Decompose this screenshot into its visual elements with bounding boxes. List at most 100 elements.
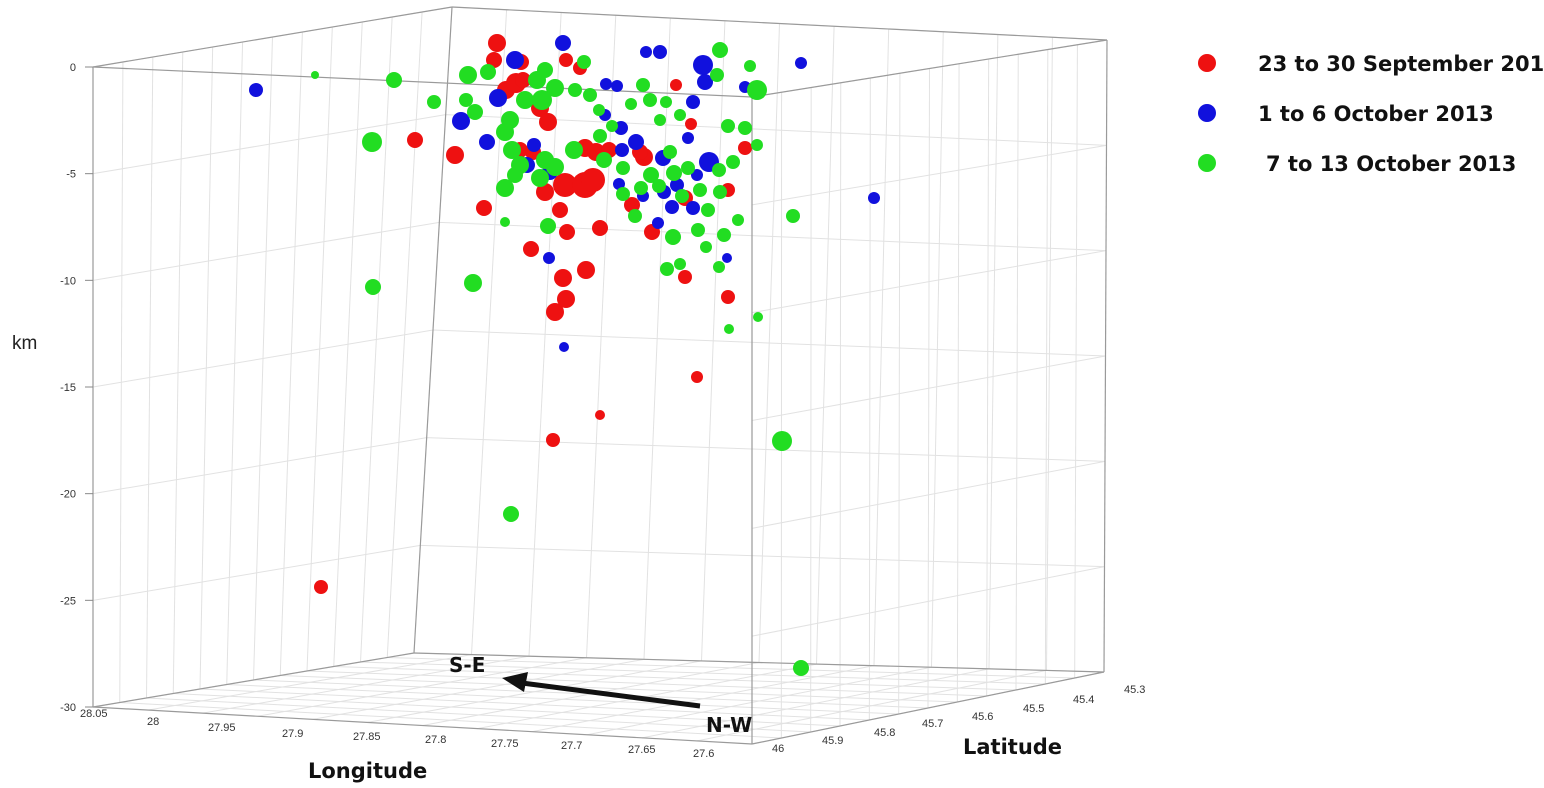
data-point-series-3 <box>738 121 752 135</box>
data-point-series-3 <box>674 109 686 121</box>
data-point-series-1 <box>539 113 557 131</box>
data-point-series-2 <box>697 74 713 90</box>
x-tick-label: 27.85 <box>353 731 381 743</box>
z-tick-label: -10 <box>60 275 76 287</box>
box-edge <box>413 6 453 654</box>
data-point-series-3 <box>691 223 705 237</box>
data-point-series-3 <box>546 79 564 97</box>
z-axis-label: km <box>12 333 37 354</box>
box-edge <box>92 652 415 708</box>
box-edge <box>451 6 1108 41</box>
data-point-series-2 <box>686 201 700 215</box>
x-tick-label: 27.7 <box>561 740 582 752</box>
grid-line <box>387 657 1075 679</box>
data-point-series-1 <box>446 146 464 164</box>
data-point-series-3 <box>726 155 740 169</box>
data-point-series-3 <box>593 129 607 143</box>
data-point-series-3 <box>500 217 510 227</box>
data-point-series-2 <box>555 35 571 51</box>
data-point-series-3 <box>616 187 630 201</box>
data-point-series-3 <box>565 141 583 159</box>
x-tick-label: 27.9 <box>282 728 303 740</box>
data-point-series-3 <box>386 72 402 88</box>
x-tick-label: 27.65 <box>628 744 656 756</box>
arrow-start-label: N-W <box>706 713 753 737</box>
data-point-series-3 <box>365 279 381 295</box>
data-point-series-3 <box>311 71 319 79</box>
data-point-series-3 <box>701 203 715 217</box>
data-point-series-3 <box>459 93 473 107</box>
y-tick-label: 46 <box>772 743 784 755</box>
data-point-series-3 <box>652 179 666 193</box>
data-point-series-3 <box>528 71 546 89</box>
data-point-series-1 <box>552 202 568 218</box>
box-edge <box>413 652 1105 673</box>
legend-marker-oct-early <box>1198 104 1216 122</box>
x-tick-label: 28 <box>147 716 159 728</box>
grid-line <box>92 652 1105 745</box>
data-point-series-1 <box>476 200 492 216</box>
data-point-series-3 <box>674 258 686 270</box>
data-point-series-3 <box>596 152 612 168</box>
data-point-series-3 <box>793 660 809 676</box>
y-tick-label: 45.5 <box>1023 703 1044 715</box>
data-point-series-3 <box>636 78 650 92</box>
data-point-series-3 <box>532 90 552 110</box>
grid-line <box>92 6 1108 98</box>
data-point-series-3 <box>660 262 674 276</box>
x-tick-label: 27.95 <box>208 722 236 734</box>
data-point-series-2 <box>722 253 732 263</box>
x-axis-label: Longitude <box>308 759 427 783</box>
data-point-series-3 <box>693 183 707 197</box>
data-point-series-2 <box>452 112 470 130</box>
data-point-series-3 <box>663 145 677 159</box>
data-point-series-2 <box>613 178 625 190</box>
data-point-series-2 <box>600 78 612 90</box>
legend-label-oct-late: 7 to 13 October 2013 <box>1266 152 1517 176</box>
data-point-series-2 <box>628 134 644 150</box>
data-point-series-3 <box>577 55 591 69</box>
data-point-series-3 <box>681 161 695 175</box>
data-point-series-2 <box>653 45 667 59</box>
data-point-series-3 <box>467 104 483 120</box>
data-point-series-3 <box>427 95 441 109</box>
data-point-series-3 <box>675 189 689 203</box>
data-point-series-1 <box>670 79 682 91</box>
data-point-series-3 <box>717 228 731 242</box>
y-tick-label: 45.7 <box>922 718 943 730</box>
x-tick-label: 27.6 <box>693 748 714 760</box>
direction-arrow <box>502 672 701 709</box>
data-point-series-3 <box>496 179 514 197</box>
arrow-shaft <box>521 680 701 709</box>
data-point-series-2 <box>489 89 507 107</box>
data-point-series-1 <box>559 53 573 67</box>
data-point-series-3 <box>713 261 725 273</box>
data-point-series-3 <box>753 312 763 322</box>
grid-line <box>92 329 1106 421</box>
data-point-series-1 <box>515 72 531 88</box>
data-point-series-1 <box>595 410 605 420</box>
data-point-series-1 <box>557 290 575 308</box>
box-edge <box>751 39 1108 98</box>
z-tick-label: -5 <box>66 169 76 181</box>
data-point-series-3 <box>643 167 659 183</box>
data-point-series-3 <box>724 324 734 334</box>
data-point-series-2 <box>665 200 679 214</box>
data-point-series-3 <box>568 83 582 97</box>
grid-line <box>92 114 1107 206</box>
data-point-series-1 <box>721 290 735 304</box>
data-point-series-1 <box>407 132 423 148</box>
data-point-series-3 <box>496 123 514 141</box>
legend-marker-oct-late <box>1198 154 1216 172</box>
data-point-series-1 <box>624 197 640 213</box>
grid-line <box>92 221 1107 314</box>
data-point-series-3 <box>660 96 672 108</box>
data-point-series-3 <box>665 229 681 245</box>
data-point-series-3 <box>625 98 637 110</box>
data-point-series-3 <box>744 60 756 72</box>
x-tick-label: 27.8 <box>425 734 446 746</box>
y-tick-label: 45.6 <box>972 711 993 723</box>
data-point-series-3 <box>666 165 682 181</box>
data-point-series-3 <box>459 66 477 84</box>
data-point-series-3 <box>712 163 726 177</box>
